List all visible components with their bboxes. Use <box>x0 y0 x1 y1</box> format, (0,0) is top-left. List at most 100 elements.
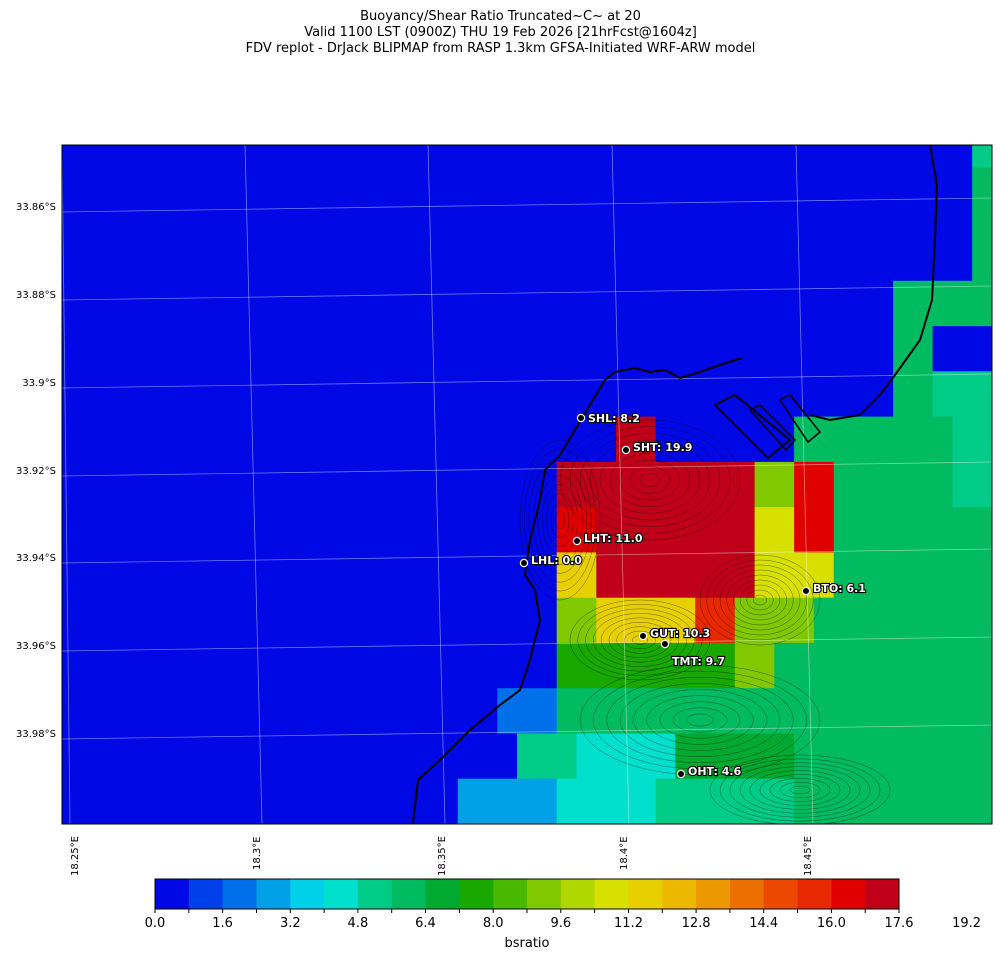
field-cell <box>952 552 973 576</box>
contour-line <box>729 762 871 818</box>
field-cell <box>220 801 241 824</box>
field-cell <box>616 348 637 372</box>
field-cell <box>536 235 558 259</box>
field-cell <box>952 371 973 395</box>
field-cell <box>457 552 479 576</box>
field-cell <box>279 710 301 734</box>
field-cell <box>418 190 439 214</box>
colorbar-swatch <box>696 879 731 909</box>
field-cell <box>62 439 83 463</box>
field-cell <box>418 778 439 802</box>
field-cell <box>497 552 518 576</box>
field-cell <box>972 710 992 734</box>
field-cell <box>141 484 162 508</box>
field-cell <box>754 688 775 712</box>
colorbar-swatch <box>865 879 900 909</box>
field-cell <box>853 371 874 395</box>
field-cell <box>813 733 835 757</box>
field-cell <box>339 371 360 395</box>
field-cell <box>121 756 142 780</box>
field-cell <box>853 597 874 621</box>
field-cell <box>200 416 221 440</box>
field-cell <box>477 710 498 734</box>
field-cell <box>695 461 716 486</box>
field-cell <box>477 394 498 418</box>
field-cell <box>734 801 756 824</box>
station-marker <box>660 639 670 649</box>
field-cell <box>873 552 894 576</box>
field-cell <box>715 145 736 169</box>
field-cell <box>932 688 953 712</box>
field-cell <box>497 394 518 418</box>
field-cell <box>220 665 241 689</box>
field-cell <box>932 507 953 531</box>
field-cell <box>675 507 696 531</box>
field-cell <box>893 529 914 553</box>
field-cell <box>121 642 142 667</box>
field-cell <box>912 484 934 508</box>
field-cell <box>160 461 182 486</box>
field-cell <box>655 371 676 395</box>
field-cell <box>200 145 221 169</box>
field-cell <box>160 167 182 191</box>
field-cell <box>101 507 122 531</box>
field-cell <box>477 280 498 304</box>
field-cell <box>121 620 142 644</box>
field-cell <box>180 778 202 802</box>
lat-gridline <box>62 197 992 213</box>
field-cell <box>438 439 459 463</box>
field-cell <box>517 439 538 463</box>
field-cell <box>853 801 874 824</box>
field-cell <box>794 778 815 802</box>
station-label: BTO: 6.1 <box>813 582 866 595</box>
field-cell <box>180 212 202 237</box>
field-cell <box>715 461 736 486</box>
field-cell <box>992 734 1001 757</box>
field-cell <box>873 710 894 734</box>
field-cell <box>715 348 736 372</box>
field-cell <box>477 258 498 282</box>
field-cell <box>635 665 657 689</box>
field-cell <box>141 642 162 667</box>
field-cell <box>339 280 360 304</box>
field-cell <box>912 575 934 599</box>
field-cell <box>438 642 459 667</box>
field-cell <box>536 597 558 621</box>
field-cell <box>378 348 399 372</box>
field-cell <box>220 710 241 734</box>
field-cell <box>932 303 953 327</box>
field-cell <box>62 167 83 191</box>
field-cell <box>695 258 716 282</box>
field-cell <box>497 461 518 486</box>
field-cell <box>200 801 221 824</box>
field-cell <box>616 145 637 169</box>
field-cell <box>81 461 103 486</box>
field-cell <box>279 801 301 824</box>
field-cell <box>438 575 459 599</box>
contour-line <box>673 707 727 733</box>
field-cell <box>813 461 835 486</box>
field-cell <box>813 258 835 282</box>
field-cell <box>398 507 419 531</box>
field-cell <box>517 575 538 599</box>
field-cell <box>635 280 657 304</box>
field-cell <box>932 190 953 214</box>
field-cell <box>457 303 479 327</box>
lat-label: 33.9°S <box>22 378 56 389</box>
field-cell <box>398 575 419 599</box>
field-cell <box>754 778 775 802</box>
field-cell <box>141 552 162 576</box>
field-cell <box>616 280 637 304</box>
field-cell <box>873 416 894 440</box>
field-cell <box>160 145 182 169</box>
field-cell <box>893 348 914 372</box>
field-cell <box>299 710 320 734</box>
field-cell <box>893 620 914 644</box>
field-cell <box>635 258 657 282</box>
field-cell <box>695 778 716 802</box>
field-cell <box>438 597 459 621</box>
field-cell <box>715 484 736 508</box>
field-cell <box>813 416 835 440</box>
field-cell <box>358 778 380 802</box>
